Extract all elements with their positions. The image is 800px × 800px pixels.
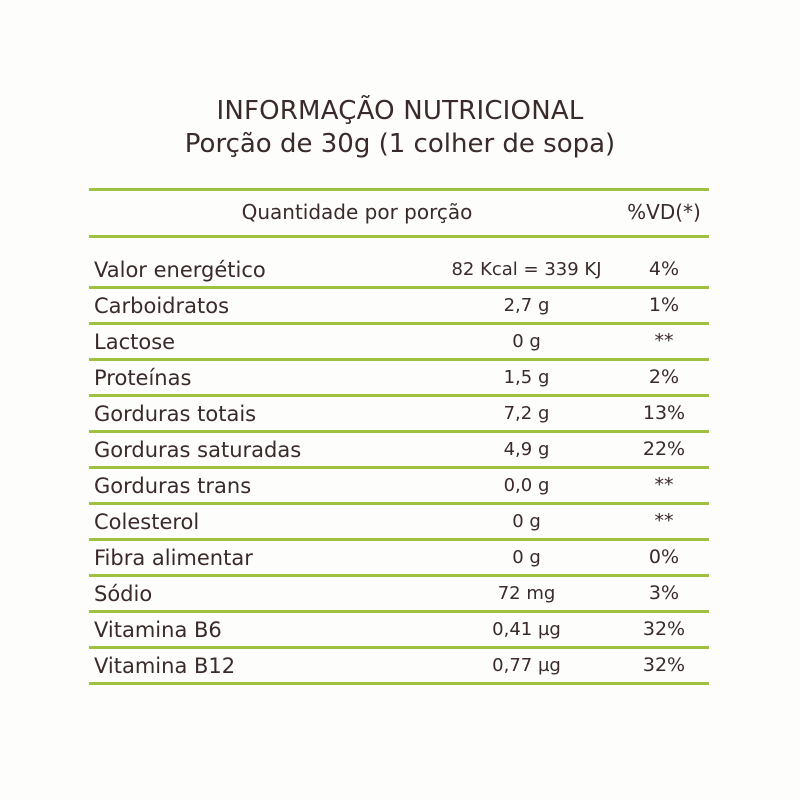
nutrient-vd: 3% [648, 582, 680, 604]
nutrient-vd: 32% [642, 654, 686, 676]
nutrient-amount: 4,9 g [503, 439, 550, 460]
table-rule [89, 430, 709, 433]
table-row: Gorduras totais 7,2 g 13% [89, 397, 709, 430]
nutrient-name: Gorduras trans [94, 474, 252, 498]
table-body: Valor energético 82 Kcal = 339 KJ 4% Carboi… [89, 238, 709, 685]
nutrient-vd: 13% [642, 402, 686, 424]
table-row: Sódio 72 mg 3% [89, 577, 709, 610]
table-row: Proteínas 1,5 g 2% [89, 361, 709, 394]
table-rule [89, 574, 709, 577]
table-row: Vitamina B12 0,77 µg 32% [89, 649, 709, 682]
nutrient-amount: 0 g [512, 331, 541, 352]
nutrient-vd: 0% [648, 546, 680, 568]
nutrient-name: Sódio [94, 582, 153, 606]
table-rule [89, 358, 709, 361]
nutrient-amount: 7,2 g [503, 403, 550, 424]
nutrient-name: Fibra alimentar [94, 546, 253, 570]
nutrient-amount: 72 mg [497, 583, 556, 604]
nutrient-amount: 0 g [512, 511, 541, 532]
nutrient-name: Vitamina B12 [94, 654, 236, 678]
nutrient-name: Vitamina B6 [94, 618, 222, 642]
table-row: Gorduras trans 0,0 g ** [89, 469, 709, 502]
table-rule [89, 188, 709, 191]
table-rule [89, 610, 709, 613]
table-rule [89, 235, 709, 238]
nutrient-amount: 82 Kcal = 339 KJ [451, 259, 602, 280]
nutrient-amount: 1,5 g [503, 367, 550, 388]
nutrient-vd: 4% [648, 258, 680, 280]
table-rule [89, 394, 709, 397]
nutrient-amount: 0,41 µg [492, 619, 561, 640]
table-rule [89, 538, 709, 541]
nutrient-vd: 32% [642, 618, 686, 640]
label-subtitle: Porção de 30g (1 colher de sopa) [184, 129, 616, 159]
nutrient-name: Gorduras saturadas [94, 438, 302, 462]
nutrient-vd: ** [654, 474, 674, 496]
nutrition-table: Quantidade por porção %VD(*) Valor energ… [89, 188, 709, 685]
table-rule [89, 322, 709, 325]
nutrient-name: Carboidratos [94, 294, 230, 318]
nutrient-name: Proteínas [94, 366, 192, 390]
nutrient-name: Gorduras totais [94, 402, 257, 426]
table-rule [89, 646, 709, 649]
nutrient-amount: 0 g [512, 547, 541, 568]
nutrient-name: Valor energético [94, 258, 266, 282]
table-row: Fibra alimentar 0 g 0% [89, 541, 709, 574]
table-header: Quantidade por porção %VD(*) [89, 191, 709, 235]
quantity-column-header: Quantidade por porção [241, 200, 473, 224]
table-rule [89, 682, 709, 685]
nutrient-name: Lactose [94, 330, 176, 354]
table-rule [89, 502, 709, 505]
nutrient-vd: 1% [648, 294, 680, 316]
table-row: Gorduras saturadas 4,9 g 22% [89, 433, 709, 466]
nutrient-amount: 0,77 µg [492, 655, 561, 676]
table-row: Vitamina B6 0,41 µg 32% [89, 613, 709, 646]
nutrient-vd: 2% [648, 366, 680, 388]
nutrient-vd: ** [654, 330, 674, 352]
table-row: Carboidratos 2,7 g 1% [89, 289, 709, 322]
table-rule [89, 286, 709, 289]
table-row: Colesterol 0 g ** [89, 505, 709, 538]
label-title-block: INFORMAÇÃO NUTRICIONAL Porção de 30g (1 … [0, 95, 800, 161]
nutrient-vd: ** [654, 510, 674, 532]
label-title: INFORMAÇÃO NUTRICIONAL [216, 96, 584, 126]
nutrient-vd: 22% [642, 438, 686, 460]
nutrient-amount: 2,7 g [503, 295, 550, 316]
table-row: Lactose 0 g ** [89, 325, 709, 358]
nutrient-name: Colesterol [94, 510, 200, 534]
vd-column-header: %VD(*) [627, 200, 701, 224]
table-row: Valor energético 82 Kcal = 339 KJ 4% [89, 238, 709, 286]
table-rule [89, 466, 709, 469]
nutrient-amount: 0,0 g [503, 475, 550, 496]
